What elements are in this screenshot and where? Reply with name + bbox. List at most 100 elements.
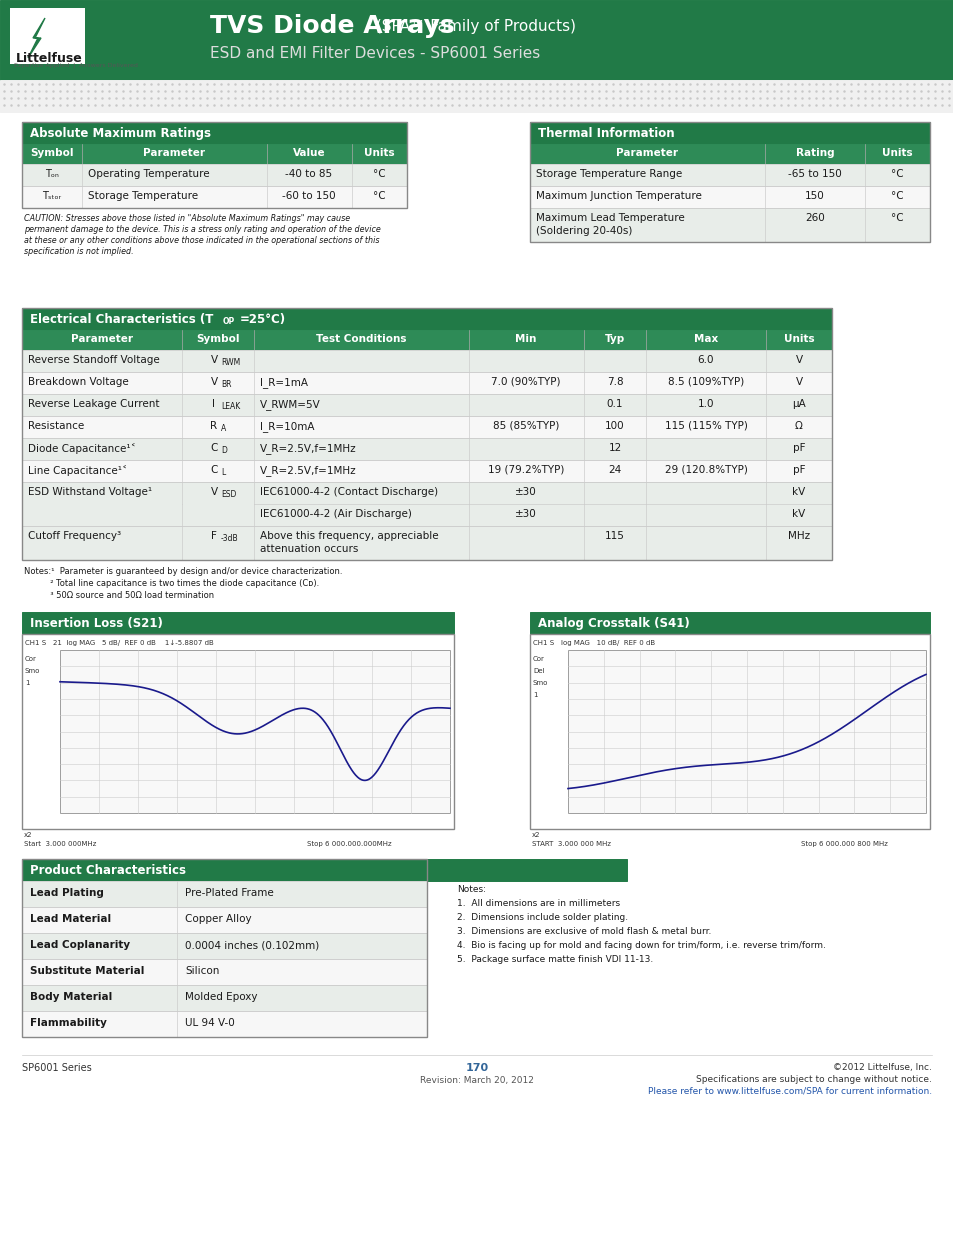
Text: 24: 24 [608,466,621,475]
Text: 0.0004 inches (0.102mm): 0.0004 inches (0.102mm) [185,940,319,950]
Text: D: D [221,446,227,454]
Text: Breakdown Voltage: Breakdown Voltage [28,377,129,387]
Text: kV: kV [792,487,804,496]
Text: Operating Temperature: Operating Temperature [88,169,210,179]
Text: 0.1: 0.1 [606,399,622,409]
Text: -3dB: -3dB [221,534,238,543]
Text: Min: Min [515,333,537,345]
Text: Reverse Leakage Current: Reverse Leakage Current [28,399,159,409]
Text: F: F [211,531,216,541]
Bar [22,394,831,416]
Text: Thermal Information: Thermal Information [537,127,674,140]
Text: CAUTION: Stresses above those listed in "Absolute Maximum Ratings" may cause: CAUTION: Stresses above those listed in … [24,214,350,224]
Text: 150: 150 [804,191,824,201]
Text: Symbol: Symbol [196,333,239,345]
Text: 7.8: 7.8 [606,377,622,387]
Text: Storage Temperature Range: Storage Temperature Range [536,169,681,179]
Text: (Soldering 20-40s): (Soldering 20-40s) [536,226,632,236]
Bar [22,416,831,438]
Bar [567,650,925,813]
Text: C: C [210,443,217,453]
Text: Parameter: Parameter [143,148,205,158]
Text: Flammability: Flammability [30,1018,107,1028]
Text: Cor: Cor [533,656,544,662]
Text: I: I [213,399,215,409]
Text: 7.0 (90%TYP): 7.0 (90%TYP) [491,377,560,387]
Text: Del: Del [533,668,544,674]
Bar [22,144,407,164]
Text: 1: 1 [533,692,537,698]
Text: 12: 12 [608,443,621,453]
Bar [22,350,831,372]
Text: CH1 S: CH1 S [25,640,46,646]
Text: ±30: ±30 [515,487,537,496]
Text: OP: OP [223,317,235,326]
Text: Ω: Ω [794,421,802,431]
Text: °C: °C [373,191,385,201]
Text: 100: 100 [604,421,624,431]
Text: Units: Units [881,148,911,158]
Text: Cutoff Frequency³: Cutoff Frequency³ [28,531,121,541]
Text: V: V [795,377,801,387]
Text: RWM: RWM [221,358,240,367]
Bar [22,438,831,459]
Text: ² Total line capacitance is two times the diode capacitance (Cᴅ).: ² Total line capacitance is two times th… [24,579,319,588]
Text: °C: °C [890,169,902,179]
Text: 21  log MAG   5 dB/  REF 0 dB    1↓-5.8807 dB: 21 log MAG 5 dB/ REF 0 dB 1↓-5.8807 dB [53,640,213,646]
Text: attenuation occurs: attenuation occurs [260,543,358,555]
Bar [22,960,427,986]
Text: ©2012 Littelfuse, Inc.: ©2012 Littelfuse, Inc. [832,1063,931,1072]
Text: 1.0: 1.0 [697,399,714,409]
Text: 1: 1 [25,680,30,685]
Bar [22,330,831,350]
Text: ESD and EMI Filter Devices - SP6001 Series: ESD and EMI Filter Devices - SP6001 Seri… [210,46,539,61]
Text: ±30: ±30 [515,509,537,519]
Bar [22,986,427,1011]
Bar [22,881,427,906]
Text: ³ 50Ω source and 50Ω load termination: ³ 50Ω source and 50Ω load termination [24,592,213,600]
Text: Parameter: Parameter [616,148,678,158]
Text: log MAG   10 dB/  REF 0 dB: log MAG 10 dB/ REF 0 dB [560,640,655,646]
Text: Please refer to www.littelfuse.com/SPA for current information.: Please refer to www.littelfuse.com/SPA f… [647,1086,931,1095]
Text: IEC61000-4-2 (Contact Discharge): IEC61000-4-2 (Contact Discharge) [260,487,437,496]
Text: Units: Units [782,333,814,345]
Text: 2.  Dimensions include solder plating.: 2. Dimensions include solder plating. [456,913,627,923]
Text: 115 (115% TYP): 115 (115% TYP) [664,421,746,431]
Bar [22,372,831,394]
Text: Stop 6 000.000.000MHz: Stop 6 000.000.000MHz [307,841,392,847]
Text: Typ: Typ [604,333,624,345]
Text: at these or any other conditions above those indicated in the operational sectio: at these or any other conditions above t… [24,236,379,245]
Text: Max: Max [693,333,718,345]
Bar [22,526,831,559]
Text: Lead Material: Lead Material [30,914,111,924]
Text: Absolute Maximum Ratings: Absolute Maximum Ratings [30,127,211,140]
Text: Line Capacitance¹˂: Line Capacitance¹˂ [28,466,127,475]
Text: pF: pF [792,443,804,453]
Text: C: C [210,466,217,475]
Text: Product Characteristics: Product Characteristics [30,864,186,877]
Bar [22,164,407,186]
Bar [0,0,953,80]
Text: 5.  Package surface matte finish VDI 11-13.: 5. Package surface matte finish VDI 11-1… [456,955,653,965]
Text: BR: BR [221,380,232,389]
Text: Start  3.000 000MHz: Start 3.000 000MHz [24,841,96,847]
Text: V: V [795,354,801,366]
Text: L: L [221,468,225,477]
Text: (SPA™ Family of Products): (SPA™ Family of Products) [371,19,576,35]
Text: x2: x2 [24,832,32,839]
Text: Storage Temperature: Storage Temperature [88,191,198,201]
Text: I_R=10mA: I_R=10mA [260,421,314,432]
Bar [22,459,831,482]
Bar [12,10,83,61]
Text: μA: μA [791,399,805,409]
Text: Analog Crosstalk (S41): Analog Crosstalk (S41) [537,618,689,630]
Text: I_R=1mA: I_R=1mA [260,377,308,388]
Bar [530,186,929,207]
Text: specification is not implied.: specification is not implied. [24,247,133,256]
Text: Cor: Cor [25,656,37,662]
Text: Parameter: Parameter [71,333,132,345]
Bar [22,186,407,207]
Text: Electrical Characteristics (T: Electrical Characteristics (T [30,312,213,326]
Text: Notes:: Notes: [456,885,485,894]
Text: Molded Epoxy: Molded Epoxy [185,992,257,1002]
